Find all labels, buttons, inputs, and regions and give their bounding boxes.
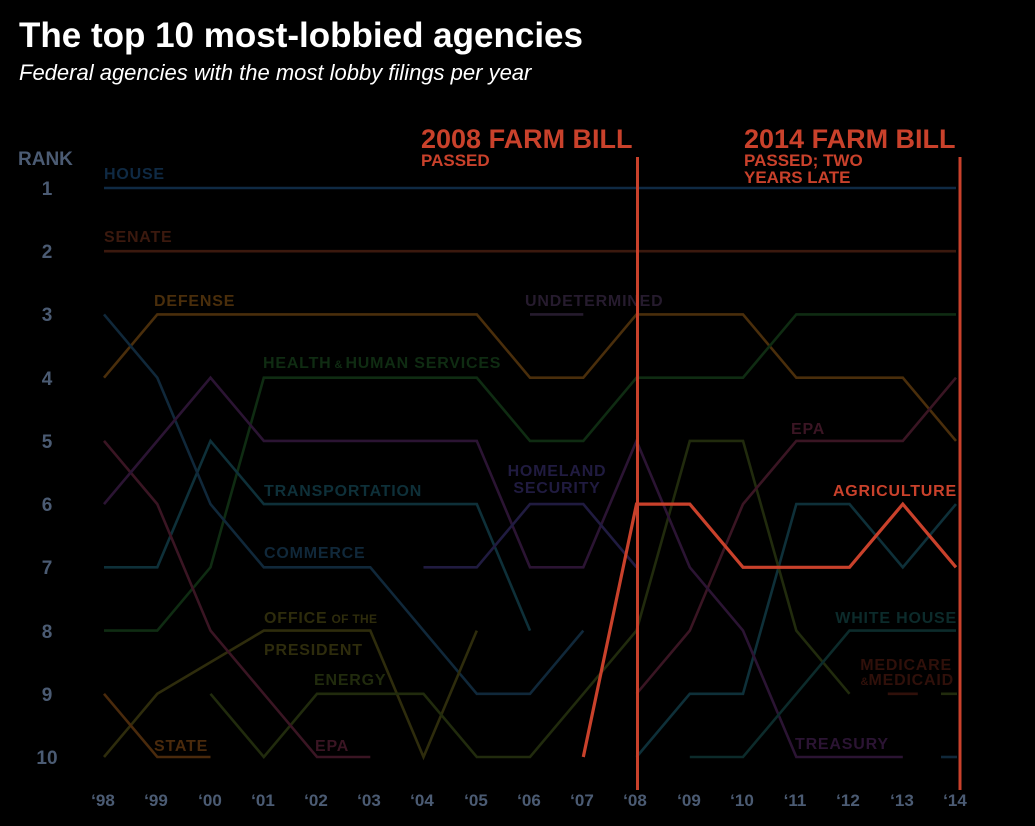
x-tick-label: ‘07 xyxy=(570,791,594,810)
series-line-transportation-segment-2 xyxy=(635,502,957,758)
x-tick-label: ‘98 xyxy=(91,791,115,810)
series-hhs xyxy=(104,313,956,632)
x-tick-label: ‘12 xyxy=(836,791,860,810)
label-part-ampersand: & xyxy=(335,359,343,371)
label-homeland-security-line2: SECURITY xyxy=(513,480,600,497)
y-tick-label: 4 xyxy=(42,369,53,390)
label-senate: SENATE xyxy=(104,229,173,246)
series-line-hhs xyxy=(104,313,956,632)
chart-subtitle: Federal agencies with the most lobby fil… xyxy=(19,60,533,85)
y-tick-label: 5 xyxy=(42,432,53,453)
annotation-title: 2008 FARM BILL xyxy=(421,124,633,154)
series-line-epa-segment-2 xyxy=(635,376,957,695)
label-part-small: OF THE xyxy=(331,612,377,626)
label-office-of-the-president-line1: OFFICE OF THE xyxy=(264,610,377,627)
label-part: HUMAN SERVICES xyxy=(345,355,501,372)
series-agriculture xyxy=(581,501,958,758)
chart-title: The top 10 most-lobbied agencies xyxy=(19,16,583,55)
series-defense xyxy=(103,313,957,442)
series-line-energy-segment-1 xyxy=(209,439,851,760)
series-labels: HOUSE SENATE DEFENSE HEALTH & HUMAN SERVIC… xyxy=(104,166,957,755)
annotation-title: 2014 FARM BILL xyxy=(744,124,956,154)
annotation-note: PASSED; TWO xyxy=(744,151,863,170)
x-tick-label: ‘06 xyxy=(517,791,541,810)
x-tick-label: ‘13 xyxy=(890,791,914,810)
y-tick-label: 3 xyxy=(42,305,53,326)
x-tick-label: ‘03 xyxy=(357,791,381,810)
label-homeland-security-line1: HOMELAND xyxy=(508,463,607,480)
label-medicare-medicaid-line2: &MEDICAID xyxy=(861,672,954,689)
label-part: HEALTH xyxy=(263,355,332,372)
x-tick-label: ‘05 xyxy=(464,791,488,810)
x-tick-label: ‘00 xyxy=(198,791,222,810)
label-undetermined: UNDETERMINED xyxy=(525,293,664,310)
series-line-homeland-security xyxy=(423,502,638,569)
x-tick-label: ‘08 xyxy=(623,791,647,810)
y-axis: RANK 1 2 3 4 5 6 7 8 9 10 xyxy=(18,149,73,769)
annotation-note: YEARS LATE xyxy=(744,168,850,187)
label-health-human-services: HEALTH & HUMAN SERVICES xyxy=(263,355,501,372)
label-state: STATE xyxy=(154,738,208,755)
y-tick-label: 7 xyxy=(42,558,53,579)
annotation-note: PASSED xyxy=(421,151,490,170)
label-part-ampersand: & xyxy=(861,676,869,688)
series-epa xyxy=(103,376,957,759)
x-tick-label: ‘99 xyxy=(144,791,168,810)
label-transportation: TRANSPORTATION xyxy=(264,483,422,500)
series-line-commerce-segment-1 xyxy=(103,313,585,696)
label-white-house: WHITE HOUSE xyxy=(835,610,957,627)
series-energy xyxy=(209,439,957,760)
label-part: MEDICAID xyxy=(868,672,954,689)
series-lines xyxy=(103,186,958,761)
series-line-office-of-the-president xyxy=(103,629,478,761)
x-tick-label: ‘01 xyxy=(251,791,275,810)
label-defense: DEFENSE xyxy=(154,293,235,310)
x-tick-label: ‘04 xyxy=(410,791,434,810)
label-office-of-the-president-line2: PRESIDENT xyxy=(264,642,363,659)
label-commerce: COMMERCE xyxy=(264,545,366,562)
label-epa-left: EPA xyxy=(315,738,349,755)
y-axis-label: RANK xyxy=(18,149,73,170)
y-tick-label: 9 xyxy=(42,685,53,706)
series-commerce xyxy=(103,313,957,759)
series-line-agriculture xyxy=(581,501,958,758)
label-part: OFFICE xyxy=(264,610,327,627)
label-treasury: TREASURY xyxy=(795,736,889,753)
label-medicare-medicaid-line1: MEDICARE xyxy=(860,657,952,674)
y-tick-label: 6 xyxy=(42,495,53,516)
x-tick-label: ‘14 xyxy=(943,791,967,810)
series-homeland-security xyxy=(423,502,638,569)
annotation-2008-farm-bill: 2008 FARM BILL PASSED xyxy=(421,124,633,170)
x-tick-label: ‘11 xyxy=(784,791,807,810)
series-state xyxy=(103,692,211,759)
series-line-treasury xyxy=(103,375,903,759)
y-tick-label: 1 xyxy=(42,179,53,200)
y-tick-label: 10 xyxy=(36,748,57,769)
label-epa-right: EPA xyxy=(791,421,825,438)
series-treasury xyxy=(103,375,903,759)
x-axis: ‘98 ‘99 ‘00 ‘01 ‘02 ‘03 ‘04 ‘05 ‘06 ‘07 … xyxy=(91,791,967,810)
label-agriculture: AGRICULTURE xyxy=(833,483,957,500)
series-line-epa-segment-1 xyxy=(103,440,371,759)
series-line-defense xyxy=(103,313,957,442)
x-tick-label: ‘02 xyxy=(304,791,328,810)
annotation-2014-farm-bill: 2014 FARM BILL PASSED; TWO YEARS LATE xyxy=(744,124,956,187)
series-line-state xyxy=(103,692,211,759)
series-white-house xyxy=(689,629,956,759)
y-tick-label: 2 xyxy=(42,242,53,263)
y-tick-label: 8 xyxy=(42,622,53,643)
label-energy: ENERGY xyxy=(314,672,386,689)
label-house: HOUSE xyxy=(104,166,165,183)
series-line-transportation-segment-1 xyxy=(104,438,532,632)
series-line-white-house xyxy=(689,629,956,759)
annotation-lines xyxy=(636,157,962,790)
series-office-of-the-president xyxy=(103,629,478,761)
series-transportation xyxy=(104,438,957,758)
x-tick-label: ‘09 xyxy=(677,791,701,810)
x-tick-label: ‘10 xyxy=(730,791,754,810)
